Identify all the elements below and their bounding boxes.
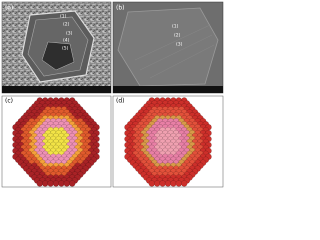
atom-sphere — [68, 180, 76, 187]
info-bar — [2, 86, 111, 93]
atom-sphere — [58, 180, 65, 187]
marker: (3) — [66, 31, 73, 37]
marker: (3) — [176, 42, 183, 48]
atom-sphere — [164, 180, 172, 187]
atom-sphere — [63, 180, 71, 187]
atom-sphere — [36, 180, 43, 187]
marker: (4) — [63, 38, 70, 44]
crystal-pit — [41, 41, 75, 71]
marker: (2) — [174, 33, 181, 39]
panel-a: (a) (1) (2) (3) (4) (5) — [1, 1, 112, 94]
panel-label: (d) — [116, 98, 125, 105]
panel-label: (a) — [5, 5, 13, 12]
figure: (a) (1) (2) (3) (4) (5) (b) (1) (2) (3) … — [1, 1, 224, 188]
atom-sphere — [170, 180, 177, 187]
atom-sphere — [175, 180, 183, 187]
marker: (1) — [60, 14, 67, 20]
panel-label: (b) — [116, 5, 125, 12]
marker: (1) — [172, 24, 179, 30]
marker: (5) — [62, 46, 69, 52]
atom-sphere — [159, 180, 166, 187]
atom-sphere — [47, 180, 54, 187]
crystal — [117, 7, 219, 87]
sphere-models — [12, 97, 212, 187]
atom-sphere — [52, 180, 60, 187]
marker: (2) — [63, 22, 70, 28]
terrace-lines — [134, 24, 215, 79]
atom-sphere — [153, 180, 161, 187]
panel-b: (b) (1) (2) (3) — [112, 1, 224, 94]
atom-sphere — [42, 180, 49, 187]
atom-sphere — [180, 180, 188, 187]
info-bar — [113, 86, 223, 93]
panel-label: (c) — [5, 98, 13, 105]
atom-sphere — [148, 180, 156, 187]
